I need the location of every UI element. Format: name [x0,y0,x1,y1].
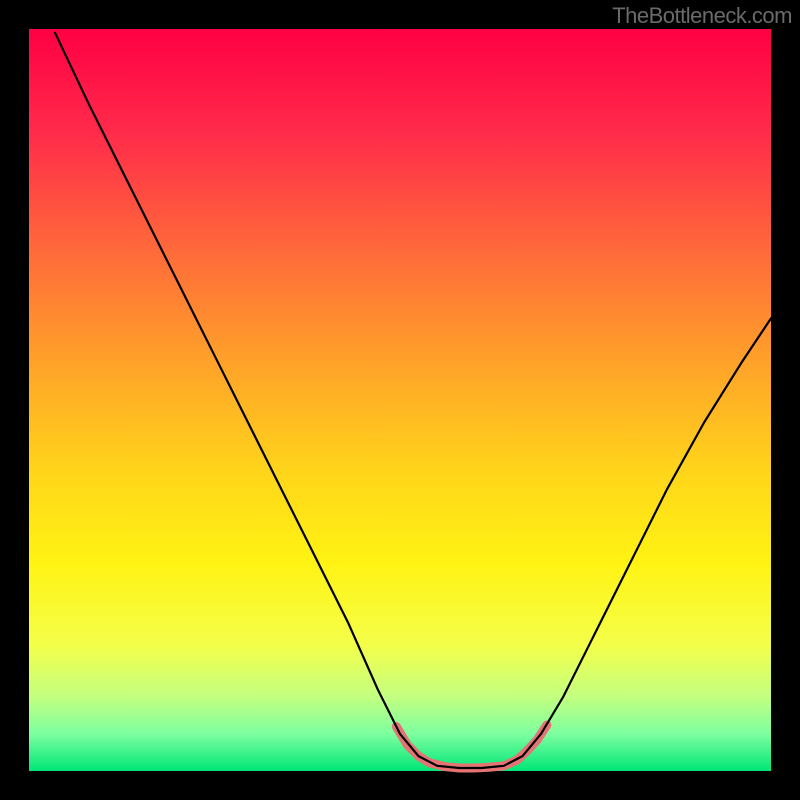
watermark-text: TheBottleneck.com [612,3,792,29]
chart-container: TheBottleneck.com [0,0,800,800]
bottleneck-chart [0,0,800,800]
